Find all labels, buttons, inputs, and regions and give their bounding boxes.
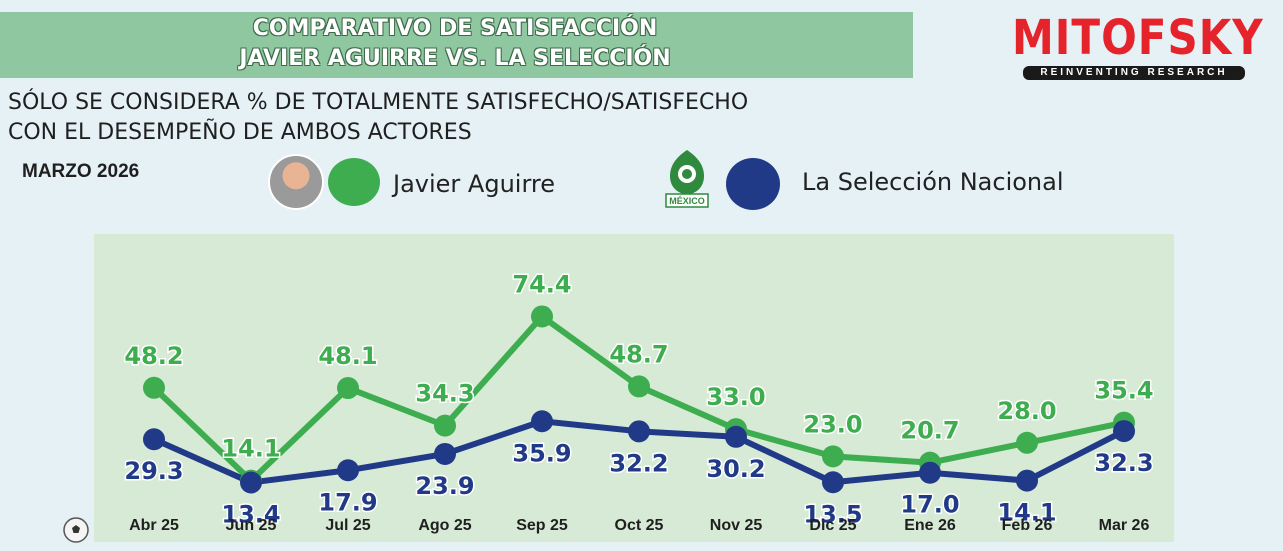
x-tick-label: Ene 26	[904, 517, 956, 534]
data-point-seleccion	[531, 410, 553, 433]
mexico-crest-icon: MÉXICO	[665, 150, 709, 208]
data-label-seleccion: 29.3	[124, 457, 183, 485]
brand-logo: MITOFSKY REINVENTING RESEARCH	[1012, 10, 1263, 84]
data-label-aguirre: 48.7	[609, 340, 668, 368]
date-label: MARZO 2026	[22, 161, 140, 182]
x-tick-label: Dic 25	[809, 517, 856, 534]
data-point-seleccion	[434, 442, 456, 465]
data-point-seleccion	[628, 420, 650, 443]
data-label-seleccion: 17.9	[318, 488, 377, 516]
data-label-seleccion: 14.1	[997, 499, 1056, 527]
data-point-seleccion	[143, 428, 165, 451]
data-label-aguirre: 14.1	[221, 435, 280, 463]
data-label-seleccion: 17.0	[900, 491, 959, 519]
legend-item-aguirre: Javier Aguirre	[268, 152, 588, 214]
x-tick-label: Mar 26	[1099, 517, 1150, 534]
data-label-aguirre: 34.3	[415, 380, 474, 408]
soccer-ball-icon	[63, 517, 89, 543]
x-tick-label: Feb 26	[1002, 517, 1053, 534]
legend-item-seleccion: MÉXICO La Selección Nacional	[660, 146, 1080, 214]
subtitle-line-2: CON EL DESEMPEÑO DE AMBOS ACTORES	[8, 120, 472, 145]
data-label-aguirre: 74.4	[512, 270, 571, 298]
data-point-seleccion	[1113, 420, 1135, 443]
crest-text: MÉXICO	[669, 196, 705, 206]
data-label-aguirre: 33.0	[706, 383, 765, 411]
data-point-seleccion	[919, 461, 941, 484]
x-tick-label: Sep 25	[516, 517, 568, 534]
x-tick-label: Oct 25	[615, 517, 664, 534]
title-line-1: COMPARATIVO DE SATISFACCIÓN	[252, 16, 658, 41]
subtitle: SÓLO SE CONSIDERA % DE TOTALMENTE SATISF…	[8, 88, 748, 148]
data-label-seleccion: 30.2	[706, 455, 765, 483]
data-label-seleccion: 13.4	[221, 501, 280, 529]
x-tick-label: Ago 25	[418, 517, 471, 534]
data-label-seleccion: 32.3	[1094, 449, 1153, 477]
data-point-aguirre	[337, 377, 359, 400]
brand-tagline: REINVENTING RESEARCH	[1023, 66, 1245, 80]
title-line-2: JAVIER AGUIRRE VS. LA SELECCIÓN	[239, 46, 671, 71]
data-point-aguirre	[1016, 431, 1038, 454]
legend-label-seleccion: La Selección Nacional	[802, 168, 1064, 196]
x-tick-label: Abr 25	[129, 517, 179, 534]
line-chart: 48.2 14.1 48.1 34.3 74.4 48.7 33.0 23.0 20.7 28.0…	[123, 269, 1155, 534]
data-point-aguirre	[822, 445, 844, 468]
data-point-seleccion	[1016, 469, 1038, 492]
brand-name: MITOFSKY	[1012, 9, 1264, 66]
data-point-aguirre	[628, 375, 650, 398]
data-point-seleccion	[725, 425, 747, 448]
data-label-aguirre: 28.0	[997, 397, 1056, 425]
data-point-aguirre	[434, 414, 456, 437]
data-label-aguirre: 35.4	[1094, 377, 1153, 405]
subtitle-line-1: SÓLO SE CONSIDERA % DE TOTALMENTE SATISF…	[8, 90, 749, 115]
legend-label-aguirre: Javier Aguirre	[393, 170, 555, 198]
data-label-aguirre: 23.0	[803, 410, 862, 438]
x-tick-label: Nov 25	[710, 517, 763, 534]
data-label-aguirre: 48.1	[318, 342, 377, 370]
data-point-aguirre	[143, 376, 165, 399]
x-tick-label: Jun 25	[226, 517, 277, 534]
data-point-seleccion	[240, 471, 262, 494]
data-point-aguirre	[531, 305, 553, 328]
title-band	[0, 12, 913, 78]
chart-title: COMPARATIVO DE SATISFACCIÓN JAVIER AGUIR…	[150, 14, 760, 74]
data-label-aguirre: 20.7	[900, 417, 959, 445]
legend-swatch-aguirre	[328, 158, 380, 206]
data-label-seleccion: 35.9	[512, 439, 571, 467]
data-point-seleccion	[337, 459, 359, 482]
chart-panel: 48.2 14.1 48.1 34.3 74.4 48.7 33.0 23.0 20.7 28.0…	[94, 234, 1174, 542]
data-label-aguirre: 48.2	[124, 342, 183, 370]
data-label-seleccion: 32.2	[609, 449, 668, 477]
data-label-seleccion: 13.5	[803, 500, 862, 528]
x-tick-label: Jul 25	[325, 517, 370, 534]
data-label-seleccion: 23.9	[415, 472, 474, 500]
legend-swatch-seleccion	[726, 158, 780, 210]
data-point-seleccion	[822, 471, 844, 494]
aguirre-avatar	[268, 154, 324, 210]
